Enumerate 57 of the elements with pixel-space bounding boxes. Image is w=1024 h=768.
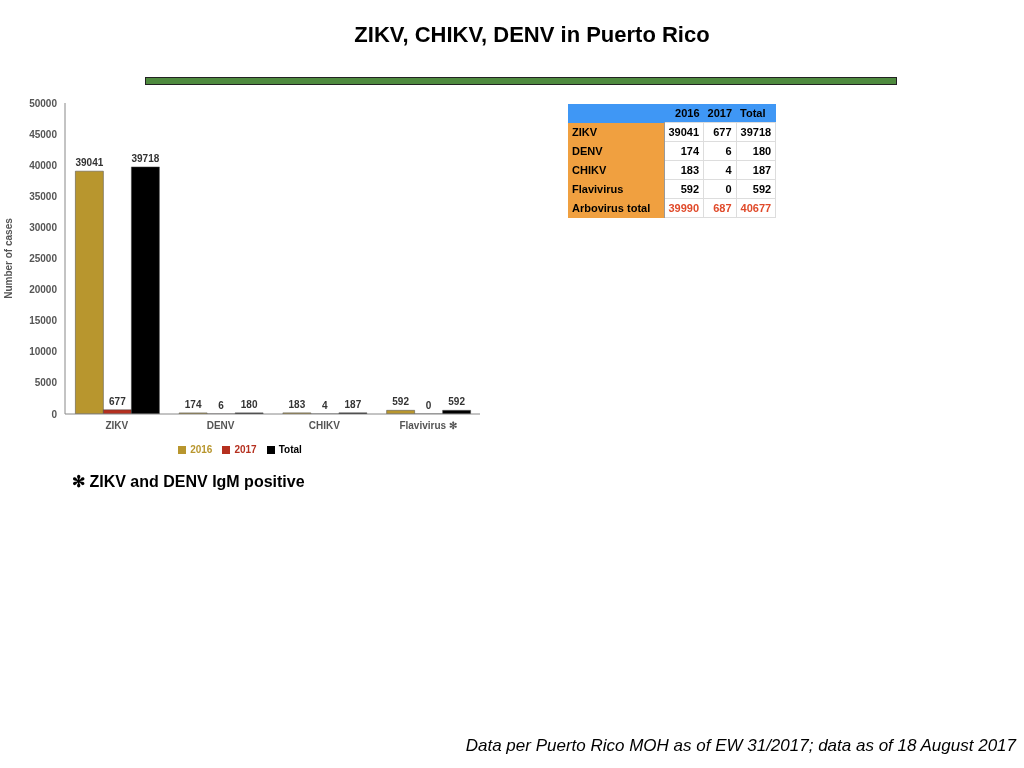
y-tick-label: 45000 [29,128,58,140]
legend-label: 2017 [234,444,257,455]
category-label: Flavivirus [572,183,624,195]
text: 687 [713,202,732,214]
data-label: 39041 [75,157,104,169]
text: 677 [713,126,732,138]
data-label: 6 [218,399,225,411]
text: 40677 [740,202,772,214]
y-tick-label: 40000 [29,159,58,171]
text: 4 [725,164,732,176]
y-tick-label: 25000 [29,253,58,265]
text: 39990 [668,202,700,214]
data-label: 677 [109,395,127,407]
category-label: ZIKV [572,126,598,138]
text: ZIKV, CHIKV, DENV in Puerto Rico [353,22,711,48]
y-tick-label: 10000 [29,346,58,358]
text: 187 [752,164,772,176]
data-label: 0 [425,399,432,411]
category-label: 2017 [706,106,734,121]
text: 183 [680,164,700,176]
category-label: Total [739,106,767,121]
y-tick-label: 35000 [29,190,58,202]
data-label: 183 [288,398,306,410]
legend-label: Total [278,444,302,455]
x-tick-label: ZIKV [105,420,129,432]
category-label: DENV [572,145,603,157]
y-tick-label: 15000 [29,315,58,327]
data-label: 174 [184,398,202,410]
text: Data per Puerto Rico MOH as of EW 31/2017; data as of 18 August 2017 [465,736,1016,756]
data-label: 592 [448,396,466,408]
text: 592 [680,183,700,195]
y-tick-label: 5000 [34,377,58,389]
x-tick-label: CHIKV [308,420,341,432]
text: 39041 [668,126,700,138]
data-label: 180 [240,398,258,410]
category-label: 2016 [674,106,701,121]
x-tick-label: DENV [206,420,235,432]
data-label: 39718 [131,152,160,164]
text: 0 [725,183,732,195]
data-label: 4 [322,399,329,411]
text: 39718 [740,126,772,138]
category-label: CHIKV [572,164,607,176]
text: 592 [752,183,772,195]
y-tick-label: 50000 [29,97,58,109]
legend-label: 2016 [190,444,213,455]
y-tick-label: 20000 [29,284,58,296]
text: 174 [680,145,700,157]
data-label: 592 [392,396,410,408]
y-tick-label: 0 [51,408,58,420]
text: ✻ ZIKV and DENV IgM positive [72,472,305,491]
category-label: Arbovirus total [572,202,651,214]
x-tick-label: Flavivirus ✻ [399,420,457,432]
text: 6 [725,145,732,157]
y-axis-title: Number of cases [2,217,14,299]
data-label: 187 [344,398,362,410]
text: 180 [752,145,772,157]
y-tick-label: 30000 [29,221,58,233]
